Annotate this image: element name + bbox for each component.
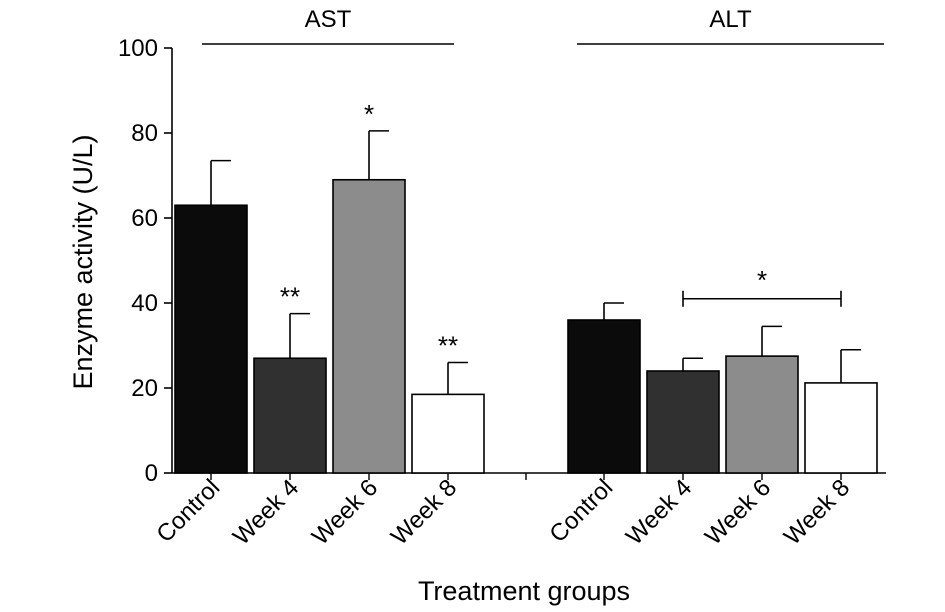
x-tick-label-ast-control: Control [151,474,225,548]
y-axis-label: Enzyme activity (U/L) [68,134,98,389]
bracket-significance: * [757,265,767,295]
significance-ast-week-8: ** [438,331,458,361]
significance-ast-week-4: ** [280,282,300,312]
y-tick-label-0: 0 [145,460,158,487]
bar-alt-week-6 [725,355,799,474]
x-axis-label: Treatment groups [418,576,630,606]
bar-ast-week-6 [332,178,406,474]
group-label-alt: ALT [709,6,752,33]
y-tick-label-20: 20 [131,375,158,402]
bar-ast-week-8 [411,393,485,474]
x-tick-label-alt-week-6: Week 6 [700,474,776,550]
bar-ast-week-4 [253,357,327,474]
significance-ast-week-6: * [364,99,374,129]
x-tick-label-ast-week-4: Week 4 [228,474,304,550]
x-tick-label-ast-week-6: Week 6 [307,474,383,550]
bar-ast-control [174,204,248,474]
y-tick-label-40: 40 [131,290,158,317]
x-tick-label-alt-week-8: Week 8 [779,474,855,550]
y-tick-label-100: 100 [118,35,158,62]
bar-alt-week-4 [646,370,720,474]
bars [174,130,878,474]
y-tick-label-60: 60 [131,205,158,232]
x-tick-label-alt-week-4: Week 4 [621,474,697,550]
y-tick-label-80: 80 [131,120,158,147]
bar-alt-week-8 [804,382,878,474]
bar-alt-control [567,319,641,474]
group-label-ast: AST [305,6,352,33]
x-tick-label-alt-control: Control [544,474,618,548]
x-tick-label-ast-week-8: Week 8 [386,474,462,550]
